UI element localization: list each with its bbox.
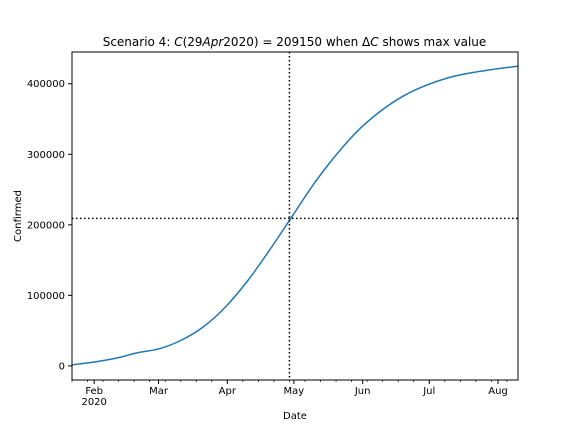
x-tick-label: Apr xyxy=(219,386,237,397)
axes-frame xyxy=(71,51,519,381)
y-tick-label: 200000 xyxy=(27,220,65,231)
x-tick-label: Mar xyxy=(149,386,169,397)
plot-area xyxy=(71,52,519,380)
y-axis-label: Confirmed xyxy=(13,190,24,242)
x-tick-label: Jun xyxy=(354,386,371,397)
x-tick-label: Feb xyxy=(85,386,103,397)
x-tick-sublabel: 2020 xyxy=(81,397,106,408)
x-tick-label: Jul xyxy=(422,386,435,397)
x-tick-label: May xyxy=(284,386,305,397)
y-tick-label: 100000 xyxy=(27,291,65,302)
x-axis-label: Date xyxy=(283,411,307,422)
y-tick-label: 300000 xyxy=(27,150,65,161)
y-tick-label: 400000 xyxy=(27,79,65,90)
y-axis: 0 100000 200000 300000 400000 xyxy=(27,79,72,372)
chart-title: Scenario 4: C(29Apr2020) = 209150 when Δ… xyxy=(103,35,487,49)
x-tick-label: Aug xyxy=(488,386,508,397)
series-line-0 xyxy=(71,65,519,366)
y-tick-label: 0 xyxy=(59,361,65,372)
